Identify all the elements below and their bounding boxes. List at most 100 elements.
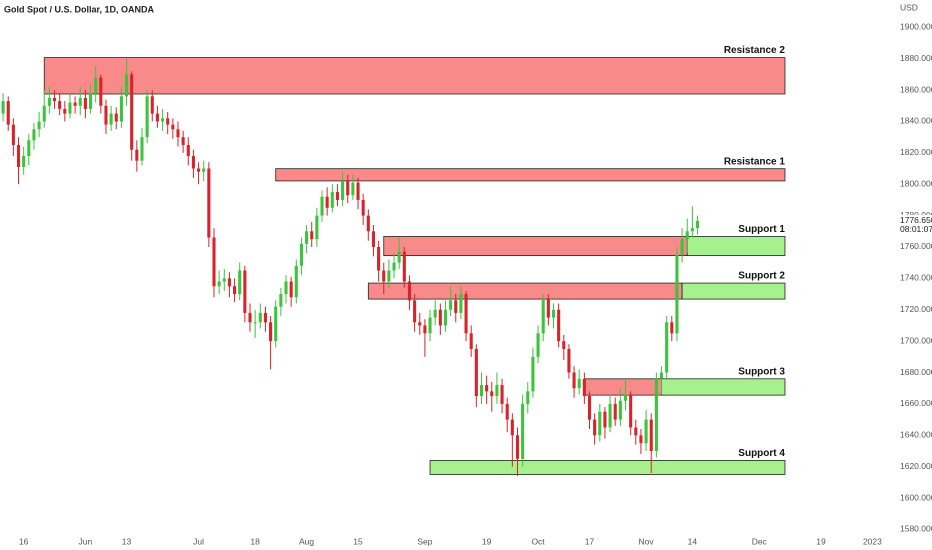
zone-label: Resistance 2	[724, 45, 786, 56]
candle-body	[42, 105, 46, 122]
zone-band	[367, 282, 683, 300]
candle-body	[567, 348, 571, 373]
candle-body	[222, 278, 226, 282]
y-tick-label: 1720.000	[900, 304, 932, 314]
x-tick-label: Oct	[531, 536, 545, 546]
y-tick-label: 1820.000	[900, 147, 932, 157]
candle-body	[253, 322, 257, 324]
y-tick-label: 1740.000	[900, 273, 932, 283]
x-tick-label: 19	[482, 536, 492, 546]
candle-body	[325, 196, 329, 208]
zone-label: Resistance 1	[724, 156, 786, 167]
candle-body	[32, 129, 36, 141]
candle-body	[320, 196, 324, 216]
candle-body	[407, 281, 412, 301]
candle-body	[654, 378, 658, 451]
candle-body	[613, 403, 617, 420]
x-tick-label: Dec	[752, 536, 768, 546]
zone-band	[275, 168, 786, 182]
y-tick-label: 1880.000	[900, 53, 932, 63]
candle-body	[47, 97, 51, 106]
candle-body	[346, 181, 350, 196]
x-tick-label: Nov	[639, 536, 655, 546]
candle-body	[474, 348, 478, 397]
y-tick-label: 1800.000	[900, 178, 932, 188]
candle-body	[150, 96, 154, 114]
candle-body	[78, 97, 82, 106]
candle-body	[618, 400, 622, 420]
candle-body	[485, 385, 489, 392]
y-tick-label: 1600.000	[900, 492, 932, 502]
candle-body	[495, 385, 499, 397]
candle-body	[135, 149, 139, 161]
candle-body	[505, 403, 509, 420]
candle-body	[479, 385, 484, 397]
candle-body	[37, 121, 41, 130]
candle-body	[27, 140, 31, 156]
candle-body	[227, 278, 231, 287]
candle-body	[11, 124, 15, 145]
axes: 1900.000 1880.000 1860.000 1840.000 1820.000…	[19, 22, 932, 546]
zone-band	[583, 378, 662, 396]
candle-body	[629, 394, 633, 428]
candle-body	[279, 294, 283, 307]
candle-body	[263, 312, 267, 323]
candle-body	[623, 394, 628, 401]
x-tick-label: 14	[688, 536, 698, 546]
y-tick-label: 1900.000	[900, 22, 932, 32]
candle-body	[521, 403, 525, 459]
x-tick-label: Aug	[299, 536, 314, 546]
candle-body	[114, 113, 118, 122]
zone-band	[429, 459, 786, 475]
candle-body	[161, 118, 165, 122]
candle-body	[459, 294, 463, 313]
candle-body	[510, 419, 514, 436]
candle-body	[305, 231, 309, 244]
candle-body	[649, 419, 653, 451]
candle-body	[186, 144, 190, 156]
candle-body	[335, 192, 339, 200]
candle-body	[58, 101, 62, 109]
candle-body	[191, 155, 195, 169]
candle-body	[608, 403, 612, 428]
candle-body	[680, 239, 684, 255]
candle-body	[68, 102, 72, 114]
candle-body	[181, 137, 185, 145]
candle-body	[371, 231, 375, 247]
candle-body	[526, 391, 530, 404]
candle-body	[562, 341, 566, 349]
candle-body	[577, 378, 581, 389]
y-tick-label: 1700.000	[900, 335, 932, 345]
candle-body	[119, 96, 123, 122]
x-tick-label: 18	[250, 536, 260, 546]
zone-label: Support 3	[738, 366, 785, 377]
candle-body	[274, 306, 278, 342]
candle-body	[22, 155, 26, 167]
y-axis-unit: USD	[900, 2, 918, 12]
x-tick-label: 16	[19, 536, 29, 546]
zone-band	[661, 378, 786, 396]
candle-body	[418, 322, 422, 326]
candle-body	[284, 281, 288, 295]
candle-body	[593, 419, 597, 436]
y-tick-label: 1580.000	[900, 524, 932, 534]
candle-body	[351, 182, 355, 196]
candle-body	[634, 427, 638, 436]
candle-body	[598, 411, 602, 436]
candle-body	[83, 97, 87, 109]
y-tick-label: 1860.000	[900, 84, 932, 94]
candle-body	[202, 168, 206, 172]
x-tick-label: Sep	[417, 536, 432, 546]
candle-body	[546, 298, 550, 318]
candle-body	[438, 309, 442, 326]
zone-band	[686, 236, 786, 257]
candle-body	[695, 220, 700, 229]
candle-body	[582, 378, 586, 397]
zone-label: Support 2	[738, 271, 785, 282]
candle-body	[587, 396, 592, 420]
candle-body	[52, 97, 57, 102]
candle-body	[428, 317, 432, 334]
candle-body	[258, 312, 262, 323]
candle-body	[454, 300, 458, 313]
candle-body	[1, 101, 5, 114]
